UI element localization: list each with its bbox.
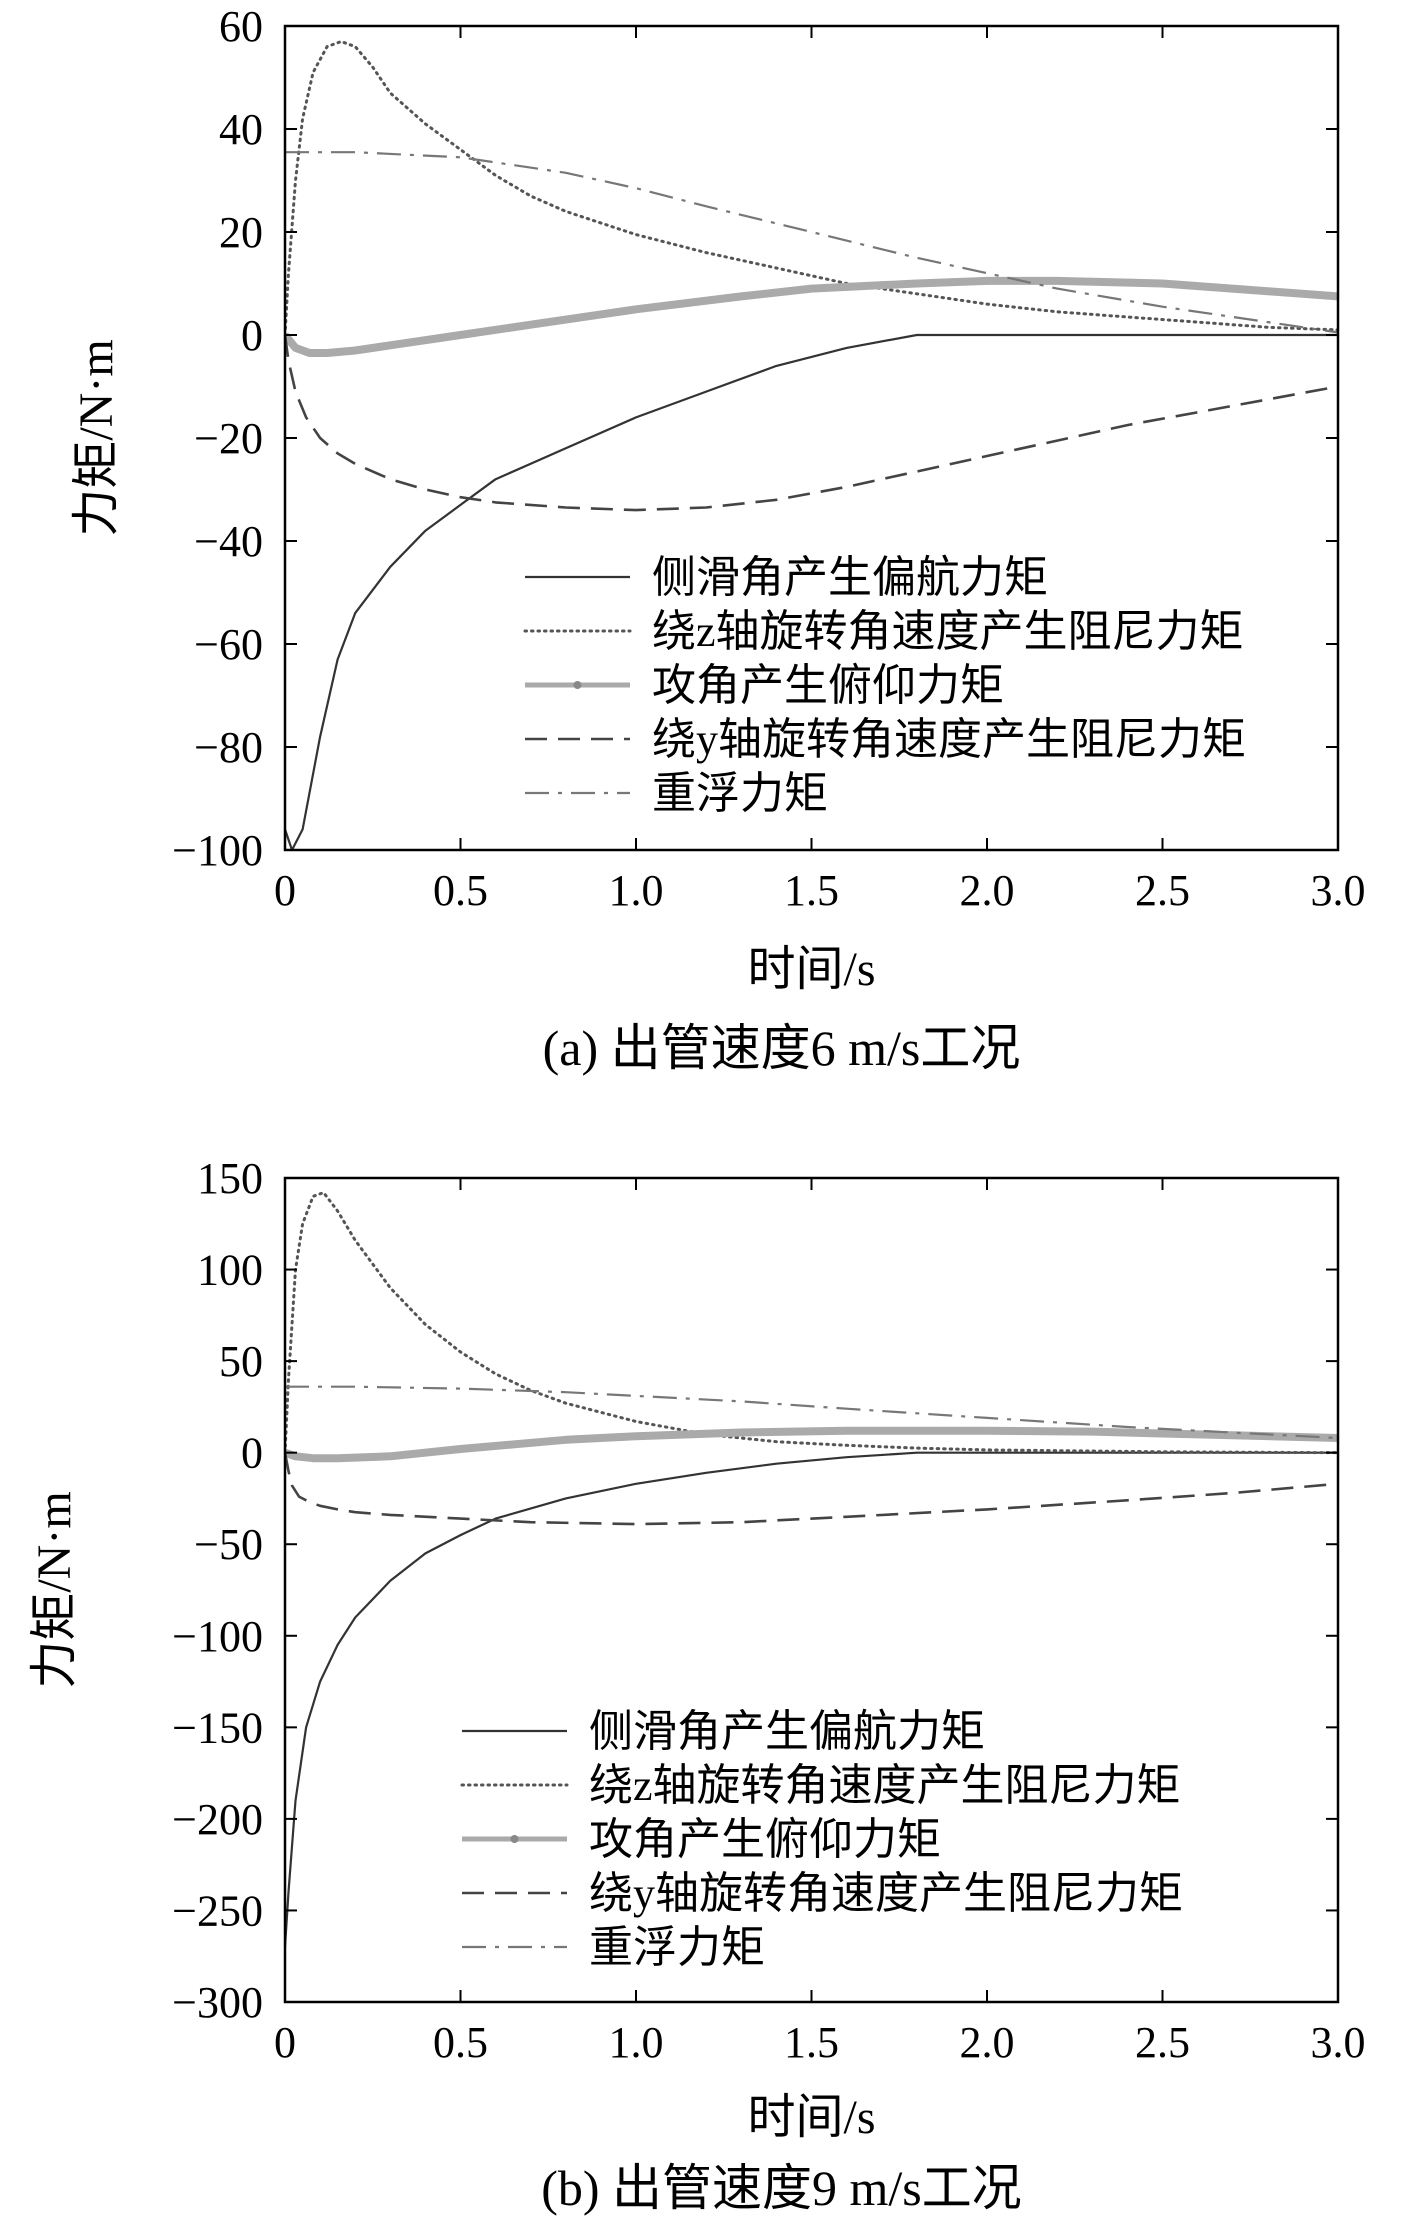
series-line-3 xyxy=(285,1426,1338,1463)
chart-caption: (a) 出管速度6 m/s工况 xyxy=(543,1020,1021,1076)
y-tick-label: −100 xyxy=(172,826,263,875)
y-tick-label: 150 xyxy=(197,1154,263,1203)
x-tick-label: 2.5 xyxy=(1135,866,1190,915)
y-tick-label: 0 xyxy=(241,311,263,360)
series-layer xyxy=(285,1191,1338,1948)
y-tick-label: −100 xyxy=(172,1612,263,1661)
legend-label-4: 绕y轴旋转角速度产生阻尼力矩 xyxy=(652,715,1246,764)
y-tick-label: 50 xyxy=(219,1337,263,1386)
series-line-4 xyxy=(285,334,1338,512)
legend: 侧滑角产生偏航力矩绕z轴旋转角速度产生阻尼力矩攻角产生俯仰力矩绕y轴旋转角速度产… xyxy=(523,553,1246,818)
x-tick-label: 3.0 xyxy=(1311,2018,1366,2067)
y-tick-label: −40 xyxy=(194,517,263,566)
series-line-1 xyxy=(285,1451,1338,1948)
x-tick-label: 1.5 xyxy=(784,866,839,915)
y-tick-label: 0 xyxy=(241,1429,263,1478)
x-tick-label: 0.5 xyxy=(433,866,488,915)
y-tick-label: −80 xyxy=(194,723,263,772)
legend-label-3: 攻角产生俯仰力矩 xyxy=(652,661,1004,710)
y-tick-label: −250 xyxy=(172,1886,263,1935)
series-line-2 xyxy=(285,1191,1338,1455)
x-tick-label: 0.5 xyxy=(433,2018,488,2067)
x-axis-label: 时间/s xyxy=(747,2091,875,2144)
y-tick-label: −150 xyxy=(172,1703,263,1752)
y-tick-label: 40 xyxy=(219,105,263,154)
y-tick-label: 100 xyxy=(197,1246,263,1295)
legend: 侧滑角产生偏航力矩绕z轴旋转角速度产生阻尼力矩攻角产生俯仰力矩绕y轴旋转角速度产… xyxy=(460,1707,1183,1972)
y-tick-label: −60 xyxy=(194,620,263,669)
legend-label-1: 侧滑角产生偏航力矩 xyxy=(589,1707,985,1756)
y-tick-label: 60 xyxy=(219,2,263,51)
x-tick-label: 2.0 xyxy=(960,2018,1015,2067)
legend-marker xyxy=(510,1835,519,1843)
x-tick-label: 2.0 xyxy=(960,866,1015,915)
series-line-5 xyxy=(285,1385,1338,1440)
legend-label-2: 绕z轴旋转角速度产生阻尼力矩 xyxy=(652,607,1244,656)
legend-label-4: 绕y轴旋转角速度产生阻尼力矩 xyxy=(589,1869,1183,1918)
x-axis-label: 时间/s xyxy=(747,943,875,996)
y-tick-label: −50 xyxy=(194,1520,263,1569)
x-tick-label: 2.5 xyxy=(1135,2018,1190,2067)
y-tick-label: −200 xyxy=(172,1795,263,1844)
chart-caption: (b) 出管速度9 m/s工况 xyxy=(541,2160,1022,2216)
legend-label-1: 侧滑角产生偏航力矩 xyxy=(652,553,1048,602)
y-axis-label: 力矩/N·m xyxy=(70,339,123,536)
x-tick-label: 1.5 xyxy=(784,2018,839,2067)
legend-label-3: 攻角产生俯仰力矩 xyxy=(589,1815,941,1864)
series-line-3 xyxy=(285,276,1338,357)
series-line-1 xyxy=(285,333,1338,850)
legend-label-5: 重浮力矩 xyxy=(652,769,828,818)
y-tick-label: 20 xyxy=(219,208,263,257)
x-tick-label: 0 xyxy=(274,866,296,915)
series-layer xyxy=(285,40,1338,850)
x-tick-label: 3.0 xyxy=(1311,866,1366,915)
x-tick-label: 1.0 xyxy=(609,866,664,915)
y-tick-label: −20 xyxy=(194,414,263,463)
y-tick-label: −300 xyxy=(172,1978,263,2027)
x-tick-label: 0 xyxy=(274,2018,296,2067)
legend-label-2: 绕z轴旋转角速度产生阻尼力矩 xyxy=(589,1761,1181,1810)
series-line-5 xyxy=(285,151,1338,334)
x-tick-label: 1.0 xyxy=(609,2018,664,2067)
y-axis-label: 力矩/N·m xyxy=(28,1491,81,1688)
legend-marker xyxy=(573,681,582,689)
series-line-4 xyxy=(285,1452,1338,1526)
series-line-2 xyxy=(285,40,1338,337)
legend-label-5: 重浮力矩 xyxy=(589,1923,765,1972)
